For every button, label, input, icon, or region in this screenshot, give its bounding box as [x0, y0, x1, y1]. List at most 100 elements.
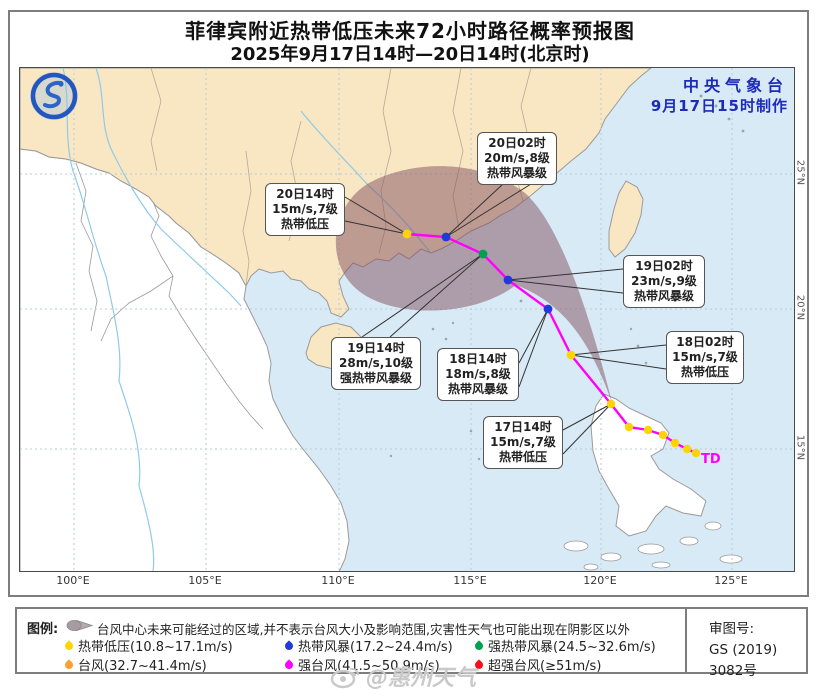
forecast-callout: 18日14时 18m/s,8级 热带风暴级	[437, 348, 519, 401]
callout-line: 18日02时	[676, 335, 734, 349]
forecast-point	[503, 275, 513, 285]
past-point	[682, 444, 692, 454]
past-point	[691, 448, 701, 458]
callout-line: 20日14时	[276, 187, 334, 201]
forecast-callout: 20日02时 20m/s,8级 热带风暴级	[477, 132, 557, 185]
past-point	[670, 438, 680, 448]
callout-line: 17日14时	[494, 420, 552, 434]
weibo-icon	[330, 667, 359, 689]
callout-connectors	[344, 183, 667, 455]
map-panel: 中央气象台 9月17日15时制作 20日14时 15m/s,7级 热带低压 20日02…	[19, 67, 795, 572]
legend-item-label: 强热带风暴(24.5~32.6m/s)	[488, 640, 656, 655]
map-approval-number: 审图号: GS (2019) 3082号	[709, 619, 806, 682]
legend-item: 热带低压(10.8~17.1m/s)	[63, 636, 233, 655]
callout-connector	[445, 183, 504, 238]
lon-tick-label: 105°E	[188, 574, 222, 587]
callout-connector	[344, 220, 408, 235]
forecast-point	[441, 232, 451, 242]
luzon-island	[590, 393, 707, 537]
legend-color-dot	[63, 639, 75, 652]
legend-divider	[685, 609, 687, 672]
callout-line: 热带风暴级	[633, 289, 694, 303]
legend-item: 强热带风暴(24.5~32.6m/s)	[473, 636, 656, 655]
watermark: @惠州天气	[330, 660, 476, 692]
callout-line: 28m/s,10级	[339, 356, 413, 370]
callout-line: 18m/s,8级	[445, 367, 511, 381]
forecast-callout: 18日02时 15m/s,7级 热带低压	[666, 331, 744, 384]
callout-connector	[570, 354, 667, 370]
legend-item-label: 超强台风(≥51m/s)	[488, 659, 602, 674]
callout-line: 15m/s,7级	[672, 350, 738, 364]
lon-tick-label: 125°E	[714, 574, 748, 587]
callout-line: 热带低压	[680, 365, 729, 379]
callout-line: 20日02时	[488, 136, 546, 150]
forecast-callout: 19日02时 23m/s,9级 热带风暴级	[623, 255, 705, 308]
cone-legend-icon	[66, 620, 93, 631]
callout-connector	[518, 308, 549, 364]
legend-color-dot	[283, 639, 295, 652]
callout-line: 热带风暴级	[447, 382, 508, 396]
cma-logo-icon	[30, 72, 78, 120]
legend-item: 超强台风(≥51m/s)	[473, 655, 602, 674]
callout-line: 19日14时	[347, 341, 405, 355]
callout-connector	[389, 253, 484, 338]
callout-connector	[507, 279, 624, 294]
credit-issue-time: 9月17日15时制作	[650, 97, 788, 115]
forecast-callout: 20日14时 15m/s,7级 热带低压	[265, 183, 345, 236]
callout-line: 18日14时	[449, 352, 507, 366]
callout-line: 热带低压	[498, 450, 547, 464]
legend-item: 台风(32.7~41.4m/s)	[63, 655, 207, 674]
map-svg	[20, 68, 794, 571]
page-title: 菲律宾附近热带低压未来72小时路径概率预报图	[185, 19, 635, 43]
lon-tick-label: 100°E	[56, 574, 90, 587]
lon-tick-label: 120°E	[583, 574, 617, 587]
legend-item-label: 热带低压(10.8~17.1m/s)	[78, 640, 233, 655]
callout-connector	[361, 253, 484, 338]
current-position-label: TD	[701, 452, 721, 467]
islet-dots	[389, 94, 763, 461]
forecast-callout: 19日14时 28m/s,10级 强热带风暴级	[331, 337, 421, 390]
small-islands	[563, 521, 743, 571]
past-point	[658, 430, 668, 440]
lon-tick-label: 115°E	[453, 574, 487, 587]
credit-block: 中央气象台 9月17日15时制作	[651, 76, 788, 116]
callout-connector	[562, 403, 612, 431]
forecast-point	[543, 304, 553, 314]
callout-line: 强热带风暴级	[339, 371, 412, 385]
watermark-text: @惠州天气	[366, 666, 477, 691]
callout-line: 23m/s,9级	[631, 274, 697, 288]
page-subtitle: 2025年9月17日14时—20日14时(北京时)	[230, 44, 590, 65]
callout-line: 15m/s,7级	[272, 202, 338, 216]
legend-item-label: 台风(32.7~41.4m/s)	[78, 659, 207, 674]
forecast-callout: 17日14时 15m/s,7级 热带低压	[483, 416, 563, 469]
lat-tick-label: 25°N	[794, 159, 806, 186]
legend-item: 强台风(41.5~50.9m/s)	[283, 655, 440, 674]
legend-item-label: 热带风暴(17.2~24.4m/s)	[298, 640, 453, 655]
callout-connector	[562, 403, 612, 455]
callout-connector	[344, 196, 408, 235]
lon-tick-label: 110°E	[321, 574, 355, 587]
lat-tick-label: 20°N	[794, 294, 806, 321]
past-point	[624, 422, 634, 432]
legend-color-dot	[283, 658, 295, 671]
past-point	[643, 425, 653, 435]
probability-cone	[335, 166, 613, 406]
cone-description: 台风中心未来可能经过的区域,并不表示台风大小及影响范围,灾害性天气也可能出现在阴…	[97, 622, 630, 637]
past-point	[606, 399, 616, 409]
callout-line: 20m/s,8级	[484, 151, 550, 165]
map-number-label: 审图号:	[709, 621, 755, 637]
legend-heading: 图例:	[27, 622, 59, 637]
legend-item-label: 强台风(41.5~50.9m/s)	[298, 659, 440, 674]
callout-line: 15m/s,7级	[490, 435, 556, 449]
callout-connector	[518, 308, 549, 388]
callout-connector	[570, 344, 667, 356]
lat-tick-label: 15°N	[794, 434, 806, 461]
forecast-point	[478, 249, 488, 259]
legend-color-dot	[473, 639, 485, 652]
callout-connector	[445, 183, 532, 238]
legend-color-dot	[63, 658, 75, 671]
callout-line: 热带风暴级	[486, 166, 547, 180]
track-points	[402, 229, 701, 458]
legend-item: 热带风暴(17.2~24.4m/s)	[283, 636, 453, 655]
forecast-point	[566, 350, 576, 360]
